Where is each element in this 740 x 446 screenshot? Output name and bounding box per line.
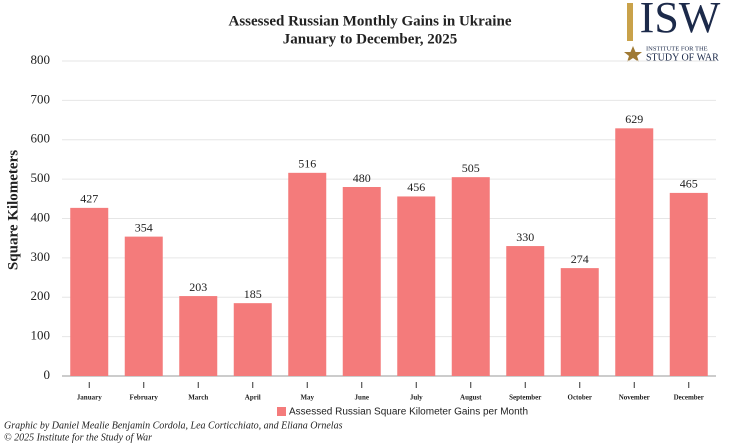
y-tick-label: 0 [44,367,51,382]
y-tick-label: 700 [31,91,51,106]
x-tick-label: January [77,394,102,402]
logo-bar [627,3,633,41]
bar [615,128,654,376]
value-label: 427 [80,192,98,206]
bar [342,187,381,376]
value-label: 629 [625,112,643,126]
bar [506,246,545,376]
bar [560,268,599,376]
y-tick-label: 600 [31,131,51,146]
logo-line2: STUDY OF WAR [646,52,719,63]
bar [288,172,327,376]
x-tick-label: April [245,394,261,402]
value-label: 465 [680,177,698,191]
x-tick-label: February [130,394,159,402]
x-tick-label: December [674,394,704,402]
x-tick-label: November [619,394,650,402]
bar [124,236,163,376]
x-tick-label: July [410,394,423,402]
value-label: 274 [571,252,589,266]
y-axis-label: Square Kilometers [5,150,21,270]
x-tick-label: September [509,394,541,402]
value-label: 330 [516,230,534,244]
value-label: 185 [244,287,262,301]
bar [397,196,436,376]
y-tick-label: 800 [31,52,51,67]
credit: Graphic by Daniel Mealie Benjamin Cordol… [4,420,343,431]
x-tick-label: May [300,394,314,402]
value-label: 354 [135,220,153,234]
value-label: 516 [298,157,316,171]
y-tick-label: 400 [31,209,51,224]
bar [669,192,708,376]
y-tick-label: 100 [31,328,51,343]
x-tick-label: October [568,394,593,402]
value-label: 505 [462,161,480,175]
logo-star [624,46,642,62]
chart-title: Assessed Russian Monthly Gains in Ukrain… [229,13,512,29]
bar [451,177,490,376]
logo: ISW INSTITUTE FOR THE STUDY OF WAR [624,0,721,63]
y-tick-label: 500 [31,170,51,185]
logo-mark: ISW [640,0,721,42]
legend-swatch [277,407,286,416]
logo-line1: INSTITUTE FOR THE [646,45,708,52]
value-label: 203 [189,280,207,294]
bar [70,207,109,376]
credit: © 2025 Institute for the Study of War [4,432,152,443]
chart-subtitle: January to December, 2025 [283,31,457,47]
y-tick-label: 200 [31,288,51,303]
bar [233,303,272,376]
bar [179,296,218,376]
value-label: 456 [407,180,425,194]
x-tick-label: June [355,394,369,402]
legend-label: Assessed Russian Square Kilometer Gains … [289,407,528,418]
value-label: 480 [353,171,371,185]
y-tick-label: 300 [31,249,51,264]
x-tick-label: March [188,394,208,402]
x-tick-label: August [460,394,482,402]
